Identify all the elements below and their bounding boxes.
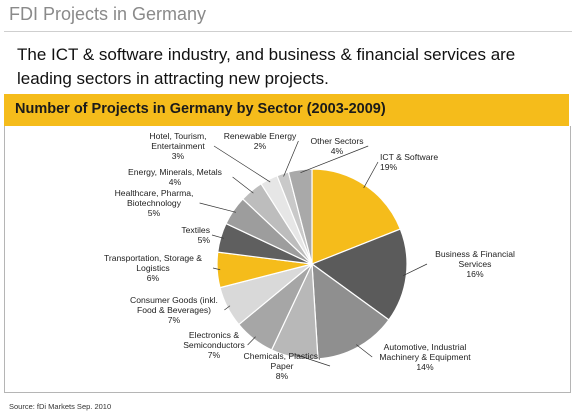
leader-line — [356, 344, 373, 358]
leader-line — [300, 145, 369, 174]
chart-title: Number of Projects in Germany by Sector … — [15, 101, 386, 117]
title-divider — [4, 31, 572, 32]
pie-slice — [287, 168, 313, 265]
leader-line — [283, 140, 299, 177]
leader-line — [199, 202, 236, 213]
slice-label: Transportation, Storage & Logistics 6% — [104, 253, 202, 283]
leader-line — [363, 161, 379, 189]
page-subtitle: The ICT & software industry, and busines… — [17, 45, 516, 88]
slice-label: Chemicals, Plastics, Paper 8% — [244, 351, 321, 381]
leader-line — [212, 267, 221, 271]
pie-slice — [310, 228, 408, 321]
leader-line — [213, 145, 271, 183]
leader-line — [232, 176, 254, 194]
slice-label: Hotel, Tourism, Entertainment 3% — [149, 131, 206, 161]
slice-label: Consumer Goods (inkl. Food & Beverages) 7% — [130, 295, 218, 325]
pie-slice — [311, 262, 390, 360]
chart-panel: ICT & Software 19% Business & Financial Ser… — [4, 126, 571, 393]
leader-line — [224, 305, 231, 311]
leader-line — [211, 234, 224, 239]
slice-label: ICT & Software 19% — [380, 152, 438, 172]
slice-label: Renewable Energy 2% — [224, 131, 297, 151]
slice-label: Electronics & Semiconductors 7% — [183, 330, 245, 360]
chart-header-bar: Number of Projects in Germany by Sector … — [4, 94, 569, 126]
source-note: Source: fDi Markets Sep. 2010 — [9, 402, 112, 411]
slice-label: Automotive, Industrial Machinery & Equipm… — [379, 342, 471, 372]
slice-label: Textiles 5% — [181, 225, 210, 245]
leader-line — [294, 354, 331, 367]
slice-label: Other Sectors 4% — [310, 136, 363, 156]
sector-pie-chart: ICT & Software 19% Business & Financial Ser… — [104, 131, 515, 381]
leader-line — [403, 263, 428, 276]
slice-label: Energy, Minerals, Metals 4% — [128, 167, 222, 187]
slice-label: Business & Financial Services 16% — [435, 249, 515, 279]
leader-line — [247, 336, 256, 346]
page-title: FDI Projects in Germany — [9, 4, 207, 24]
slice-label: Healthcare, Pharma, Biotechnology 5% — [115, 188, 194, 218]
